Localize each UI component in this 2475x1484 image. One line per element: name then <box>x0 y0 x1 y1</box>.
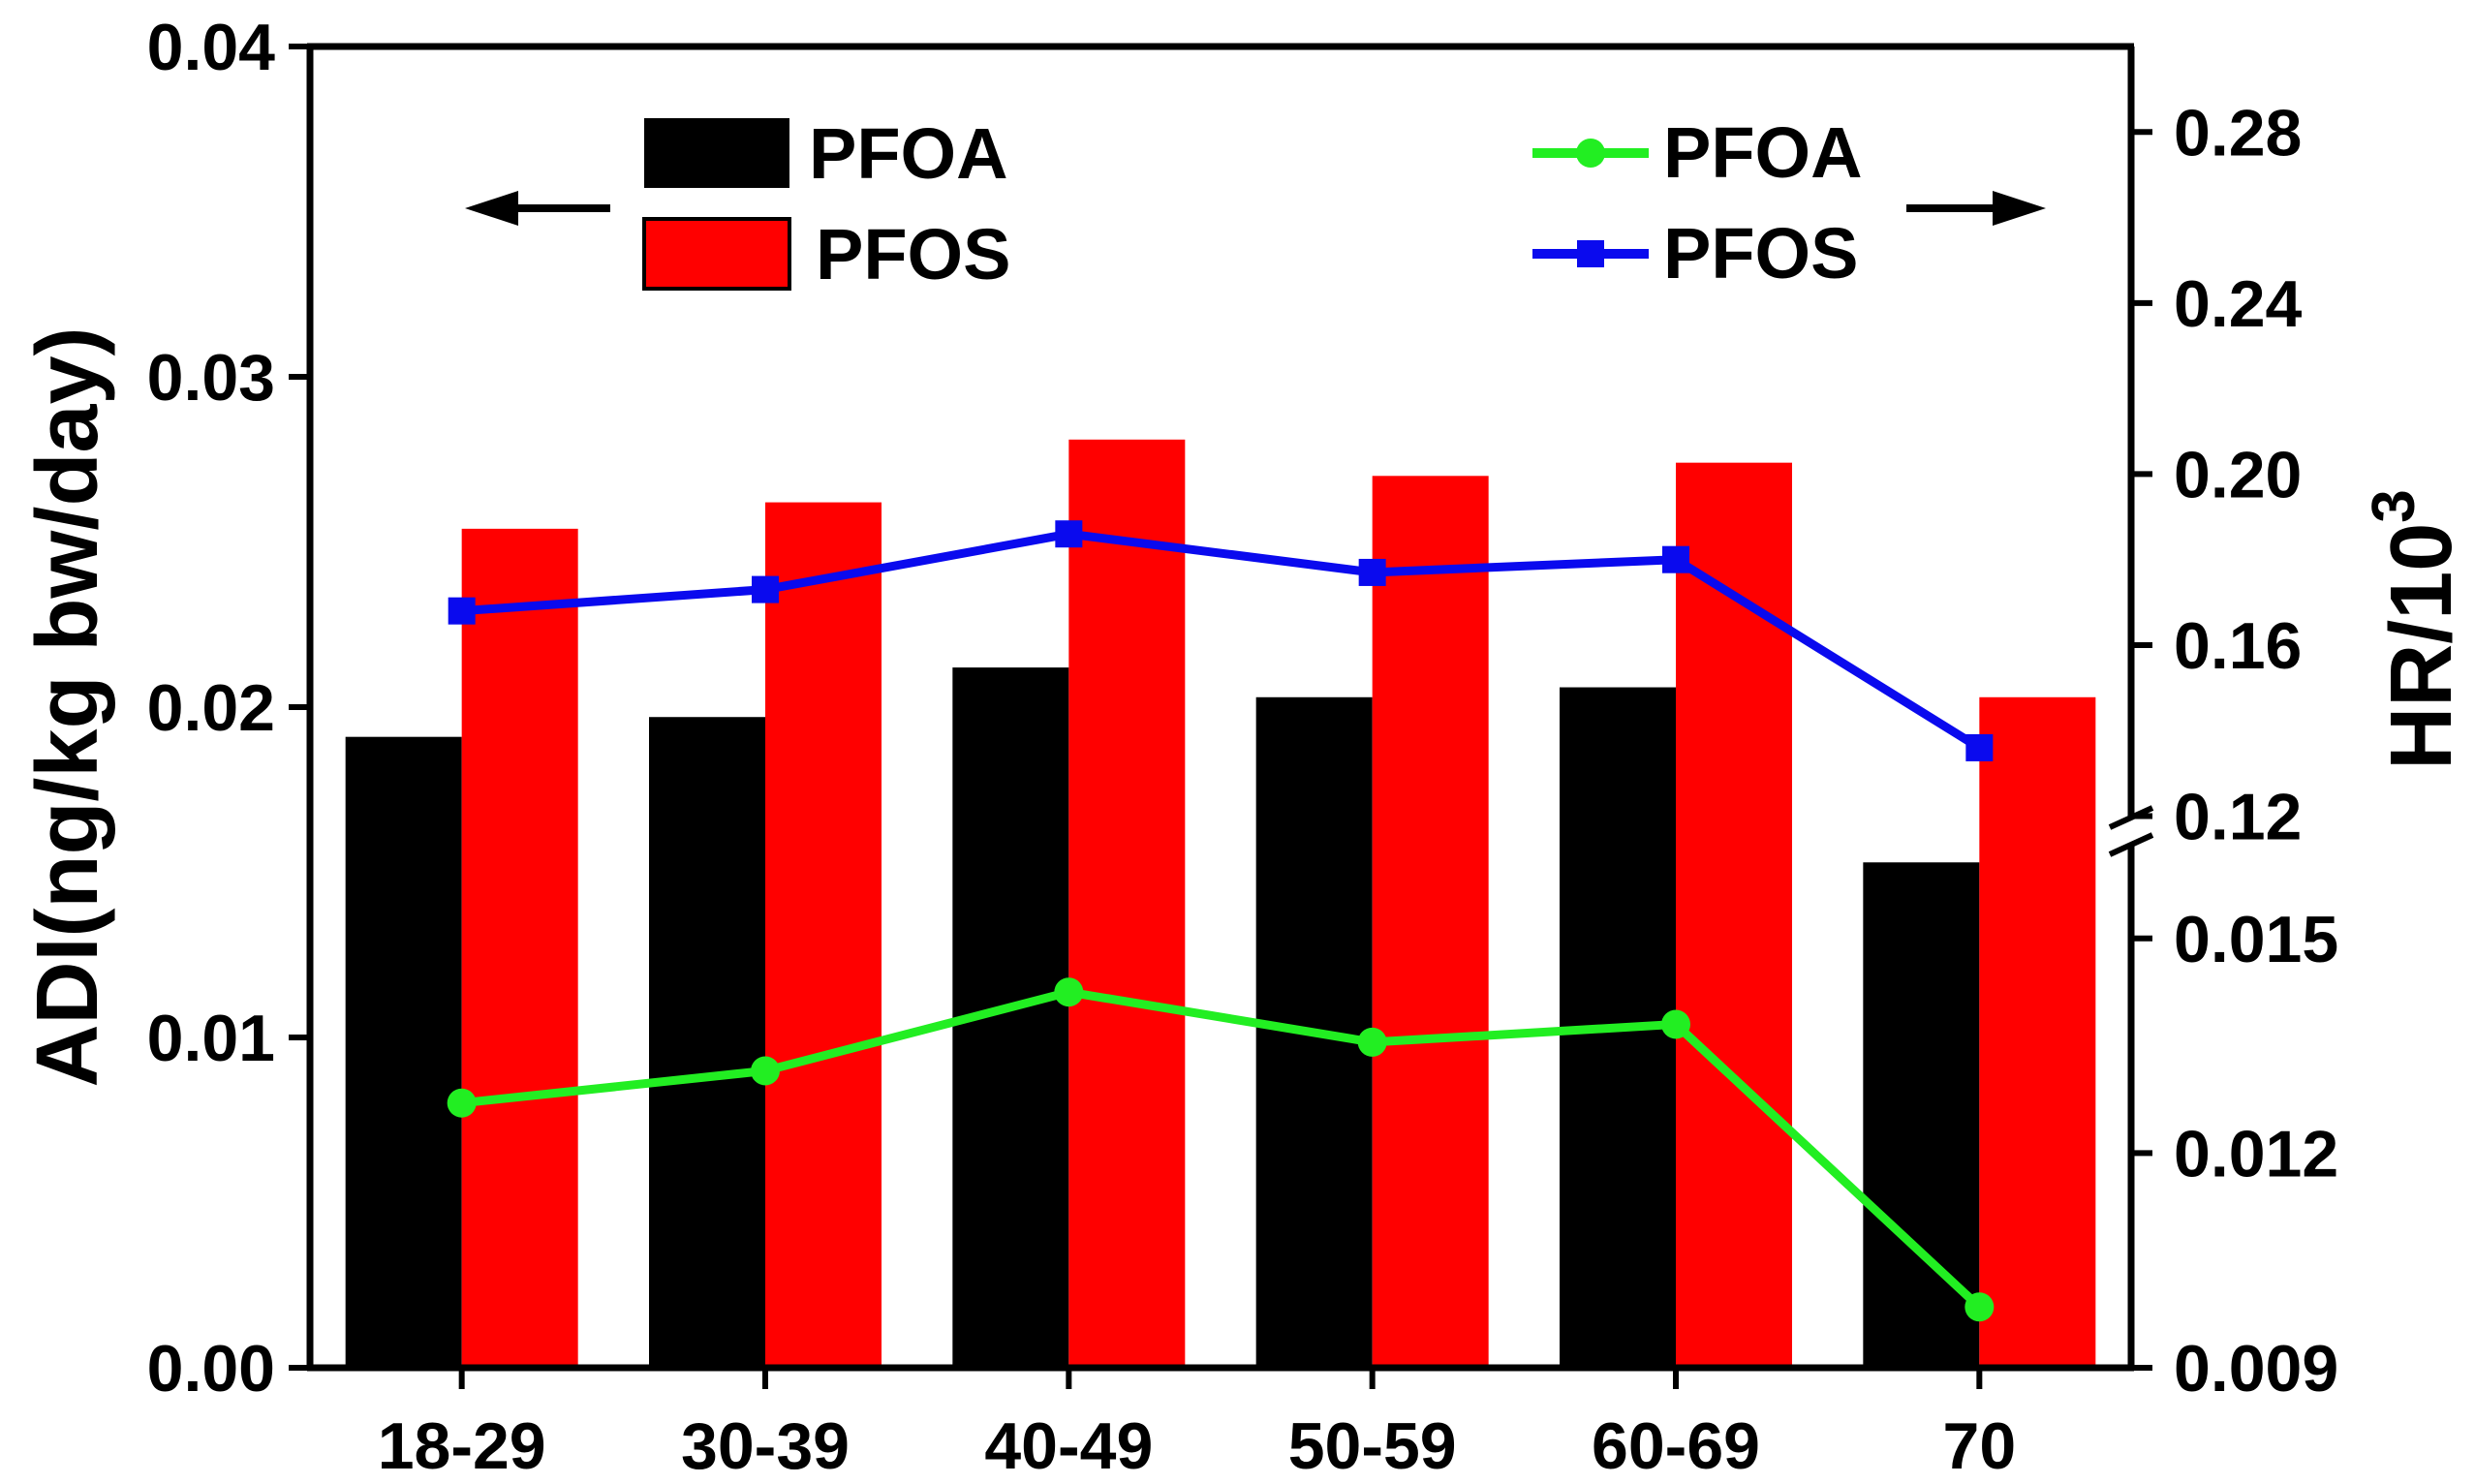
x-tick-label: 70 <box>1943 1409 2017 1483</box>
marker-pfoa-30-39 <box>751 1056 780 1086</box>
bars-layer <box>345 439 2096 1368</box>
legend-right-arrow-head-icon <box>1993 191 2046 226</box>
right-tick-label: 0.28 <box>2174 96 2302 170</box>
legend-marker-pfos <box>1577 240 1604 267</box>
marker-pfoa-60-69 <box>1661 1009 1690 1039</box>
legend-swatch-pfoa-bar <box>644 118 789 188</box>
bar-pfos-50-59 <box>1372 476 1489 1368</box>
marker-pfos-18-29 <box>448 597 476 625</box>
legend-label-pfos-line: PFOS <box>1663 213 1858 294</box>
marker-pfos-50-59 <box>1358 558 1386 586</box>
marker-pfos-40-49 <box>1055 520 1083 548</box>
right-tick-label: 0.16 <box>2174 609 2302 683</box>
bar-pfoa-18-29 <box>345 736 462 1368</box>
left-tick-label: 0.04 <box>147 11 276 84</box>
marker-pfoa-50-59 <box>1357 1027 1387 1057</box>
axis-break-mark-2 <box>2108 832 2154 857</box>
marker-pfoa-18-29 <box>447 1088 477 1118</box>
bar-pfos-40-49 <box>1068 439 1186 1368</box>
right-axis-title-sup: 3 <box>2361 489 2428 522</box>
right-tick-label: 0.20 <box>2174 438 2302 511</box>
right-tick-label: 0.24 <box>2174 267 2303 341</box>
right-tick-label: 0.015 <box>2174 903 2338 976</box>
marker-pfos-30-39 <box>752 575 779 603</box>
legend-label-pfos-bar: PFOS <box>816 214 1010 294</box>
lines-layer <box>447 520 1995 1322</box>
bar-pfos-30-39 <box>765 502 882 1368</box>
left-axis-title: ADI(ng/kg bw/day) <box>19 327 116 1088</box>
line-pfoa <box>461 987 1983 1311</box>
bar-pfos-70 <box>1979 696 2096 1368</box>
x-tick-label: 50-59 <box>1288 1409 1457 1483</box>
right-tick-label: 0.012 <box>2174 1117 2338 1190</box>
bar-pfos-60-69 <box>1676 462 1792 1368</box>
bar-pfoa-30-39 <box>649 717 765 1368</box>
legend-marker-pfoa <box>1576 139 1605 168</box>
x-tick-label: 18-29 <box>378 1409 546 1483</box>
x-tick-label: 30-39 <box>681 1409 850 1483</box>
left-tick-label: 0.03 <box>147 341 275 415</box>
marker-pfoa-70 <box>1965 1292 1995 1322</box>
axes-layer: 0.00 0.01 0.02 0.03 0.04 0.009 0.012 0.015 0.12 0… <box>19 11 2470 1483</box>
legend-label-pfoa-line: PFOA <box>1663 112 1863 193</box>
legend: PFOA PFOS PFOA PFOS <box>465 112 2046 294</box>
legend-left-arrow-head-icon <box>465 191 518 226</box>
left-tick-label: 0.00 <box>147 1332 275 1406</box>
legend-swatch-pfos-bar <box>642 217 791 291</box>
left-tick-label: 0.01 <box>147 1002 275 1075</box>
bar-pfos-18-29 <box>461 528 578 1368</box>
x-tick-label: 60-69 <box>1592 1409 1760 1483</box>
x-tick-label: 40-49 <box>984 1409 1153 1483</box>
right-axis-title: HR/103 <box>2361 489 2470 770</box>
marker-pfoa-40-49 <box>1054 977 1084 1007</box>
left-tick-label: 0.02 <box>147 671 275 745</box>
line-pfos <box>461 529 1982 752</box>
marker-pfos-60-69 <box>1662 545 1689 573</box>
right-tick-label: 0.12 <box>2174 781 2302 854</box>
right-tick-label: 0.009 <box>2174 1332 2338 1406</box>
right-axis-title-base: HR/10 <box>2373 523 2470 770</box>
legend-label-pfoa-bar: PFOA <box>809 113 1008 194</box>
marker-pfos-70 <box>1965 733 1994 761</box>
